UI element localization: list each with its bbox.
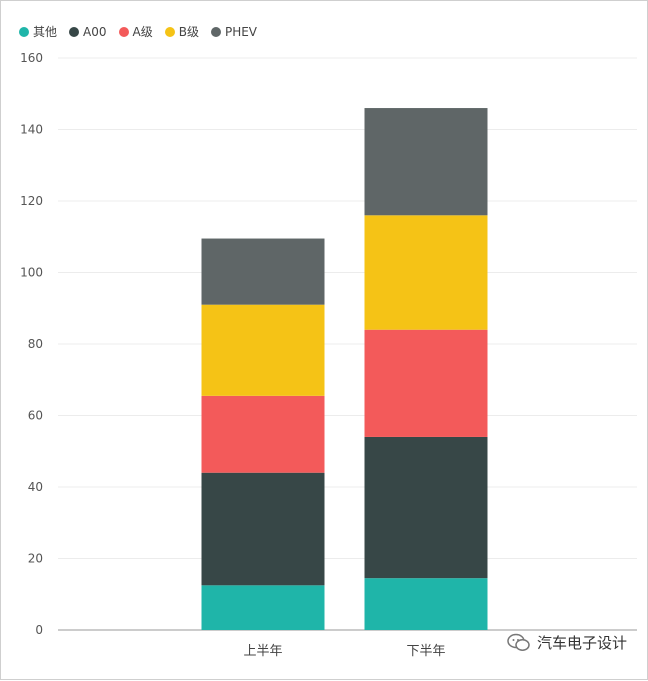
bar-segment-A级-下半年[interactable] xyxy=(364,329,488,437)
y-tick-label: 100 xyxy=(20,266,43,280)
bar-segment-PHEV-下半年[interactable] xyxy=(364,108,488,216)
bar-segment-其他-上半年[interactable] xyxy=(201,585,325,630)
legend-label-其他: 其他 xyxy=(33,25,58,39)
legend-label-a级: A级 xyxy=(132,25,153,39)
legend-label-b级: B级 xyxy=(178,25,199,39)
legend-label-a00: A00 xyxy=(83,24,107,39)
legend-item-phev[interactable]: PHEV xyxy=(210,24,258,39)
legend-item-a00[interactable]: A00 xyxy=(69,24,107,39)
legend-item-b级[interactable]: B级 xyxy=(164,23,199,40)
x-category-label: 上半年 xyxy=(243,644,282,659)
y-tick-label: 20 xyxy=(28,552,43,566)
legend-dot-a级 xyxy=(118,26,129,37)
legend: 其他 A00 A级 B级 PHEV xyxy=(19,23,257,40)
y-tick-label: 140 xyxy=(20,123,43,137)
bar-segment-A00-下半年[interactable] xyxy=(364,436,488,579)
y-tick-label: 60 xyxy=(28,409,43,423)
legend-item-其他[interactable]: 其他 xyxy=(19,23,57,40)
legend-dot-phev xyxy=(210,26,221,37)
legend-dot-其他 xyxy=(19,26,29,37)
wechat-icon xyxy=(507,633,530,651)
watermark: 汽车电子设计 xyxy=(507,632,627,653)
legend-dot-b级 xyxy=(164,26,175,37)
bar-segment-B级-上半年[interactable] xyxy=(201,304,325,396)
y-tick-label: 120 xyxy=(20,194,43,208)
y-tick-label: 0 xyxy=(35,623,43,637)
bar-segment-PHEV-上半年[interactable] xyxy=(201,238,325,305)
y-tick-label: 40 xyxy=(28,480,43,494)
bar-segment-B级-下半年[interactable] xyxy=(364,215,488,330)
bar-segment-其他-下半年[interactable] xyxy=(364,578,488,630)
legend-dot-a00 xyxy=(69,26,80,37)
bar-segment-A级-上半年[interactable] xyxy=(201,395,325,473)
y-tick-label: 160 xyxy=(20,51,43,65)
y-tick-label: 80 xyxy=(28,337,43,351)
legend-label-phev: PHEV xyxy=(224,24,258,39)
watermark-text: 汽车电子设计 xyxy=(536,634,627,652)
legend-item-a级[interactable]: A级 xyxy=(118,23,153,40)
bar-segment-A00-上半年[interactable] xyxy=(201,472,325,586)
x-category-label: 下半年 xyxy=(406,644,445,659)
